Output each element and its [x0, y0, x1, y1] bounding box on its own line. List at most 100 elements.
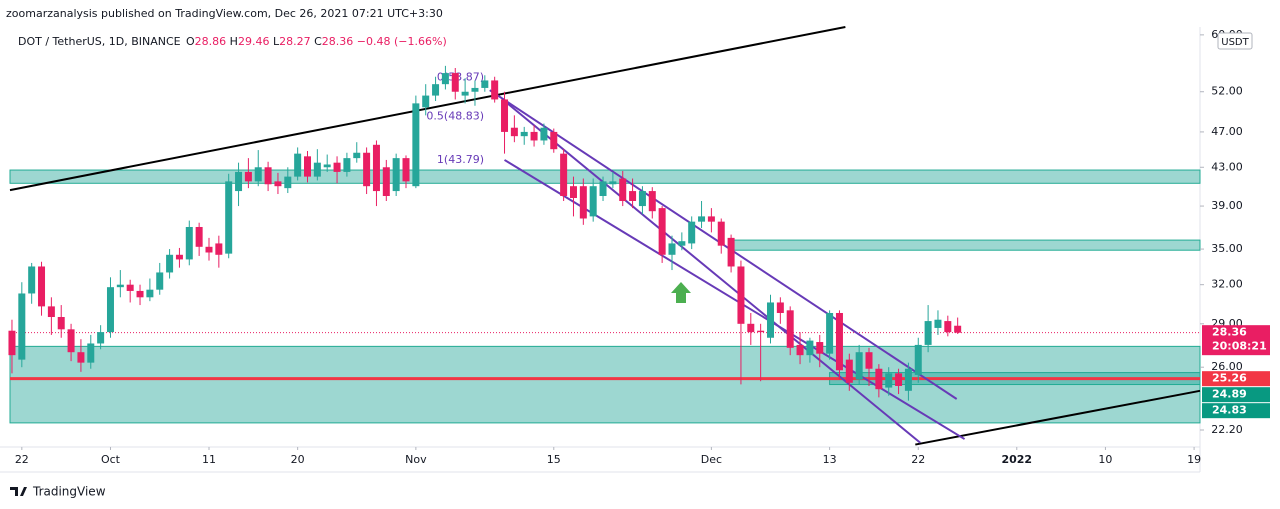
fib-label: 1(43.79)	[437, 153, 484, 166]
candle-body	[363, 152, 371, 187]
candle-body	[333, 162, 341, 172]
candle-body	[737, 266, 745, 324]
footer-logo: TradingView	[10, 485, 106, 499]
candle-body	[845, 359, 853, 383]
y-tick-label: 35.00	[1211, 242, 1243, 255]
candle-body	[353, 152, 361, 159]
candle-body	[8, 330, 16, 356]
candle-body	[422, 95, 430, 108]
candle-body	[205, 246, 213, 253]
candle-body	[816, 342, 824, 354]
x-tick-label: 11	[202, 453, 216, 466]
candle-body	[244, 171, 252, 182]
candle-body	[432, 84, 440, 96]
candle-body	[166, 254, 174, 273]
candle-body	[678, 241, 686, 246]
candle-body	[235, 171, 243, 192]
candle-body	[215, 243, 223, 255]
zone	[729, 239, 1201, 251]
candle-body	[87, 343, 95, 363]
x-tick-label: 22	[15, 453, 29, 466]
y-tick-label: 22.20	[1211, 423, 1243, 436]
candle-body	[175, 254, 183, 260]
y-tick-label: 52.00	[1211, 85, 1243, 98]
arrow-marker	[671, 282, 691, 303]
price-label-box	[1202, 387, 1270, 403]
price-label: 24.83	[1212, 404, 1247, 417]
candle-body	[707, 216, 715, 222]
candle-body	[38, 266, 46, 307]
candle-body	[924, 321, 932, 345]
ohlc-key: H	[230, 35, 238, 48]
candle-body	[589, 186, 597, 217]
x-tick-label: 13	[823, 453, 837, 466]
price-label: 24.89	[1212, 388, 1247, 401]
candle-body	[382, 167, 390, 197]
candle-body	[185, 226, 193, 260]
x-tick-label: Dec	[701, 453, 722, 466]
price-label-box	[1202, 403, 1270, 419]
ohlc-key: C	[314, 35, 322, 48]
candle-body	[304, 156, 311, 177]
candle-body	[954, 325, 962, 333]
candle-body	[796, 344, 804, 356]
y-tick-label: 47.00	[1211, 125, 1243, 138]
change: −0.48	[357, 35, 391, 48]
candle-body	[441, 73, 449, 85]
candle-body	[530, 131, 538, 141]
ohlc-value: 28.86	[195, 35, 227, 48]
candle-body	[875, 368, 883, 390]
candle-body	[471, 87, 479, 92]
price-label: 25.26	[1212, 372, 1247, 385]
candle-body	[599, 181, 607, 197]
candle-body	[629, 191, 637, 202]
candle-body	[126, 284, 134, 291]
candle-body	[18, 293, 26, 360]
candle-body	[97, 332, 105, 344]
legend-header: DOT / TetherUS, 1D, BINANCE O28.86 H29.4…	[18, 35, 447, 48]
logo-icon	[10, 487, 27, 496]
candle-body	[579, 186, 587, 219]
candle-body	[264, 167, 272, 185]
candle-body	[372, 144, 380, 192]
candle-body	[77, 352, 85, 363]
footer-brand: TradingView	[32, 485, 106, 499]
candle-body	[540, 127, 548, 141]
x-tick-label: Nov	[405, 453, 427, 466]
candle-body	[510, 127, 518, 137]
candle-body	[520, 131, 528, 137]
candle-body	[766, 302, 774, 338]
candle-body	[28, 266, 36, 294]
x-tick-label: 19	[1187, 453, 1201, 466]
x-tick-label: 2022	[1001, 453, 1032, 466]
x-tick-label: 15	[547, 453, 561, 466]
x-tick-label: 20	[291, 453, 305, 466]
candle-body	[934, 319, 942, 328]
candle-body	[461, 91, 469, 96]
candle-body	[895, 373, 903, 386]
publisher-line: zoomarzanalysis published on TradingView…	[6, 7, 443, 20]
y-tick-label: 32.00	[1211, 278, 1243, 291]
candle-body	[757, 330, 765, 333]
candle-body	[47, 306, 55, 318]
candle-body	[904, 368, 912, 391]
price-label: 28.36	[1212, 326, 1247, 339]
trendline	[503, 100, 921, 444]
candle-body	[402, 158, 410, 182]
candle-body	[343, 158, 351, 172]
candle-body	[806, 340, 814, 356]
candle-body	[451, 73, 459, 92]
ohlc-key: O	[186, 35, 195, 48]
ohlc-value: 28.36	[322, 35, 354, 48]
ohlc-key: L	[273, 35, 280, 48]
candle-body	[609, 181, 617, 185]
currency-label: USDT	[1221, 37, 1249, 48]
candle-body	[619, 178, 627, 202]
x-tick-label: 22	[911, 453, 925, 466]
candle-body	[648, 191, 656, 212]
candle-body	[254, 167, 262, 182]
candle-body	[885, 373, 893, 388]
candle-body	[313, 162, 321, 177]
